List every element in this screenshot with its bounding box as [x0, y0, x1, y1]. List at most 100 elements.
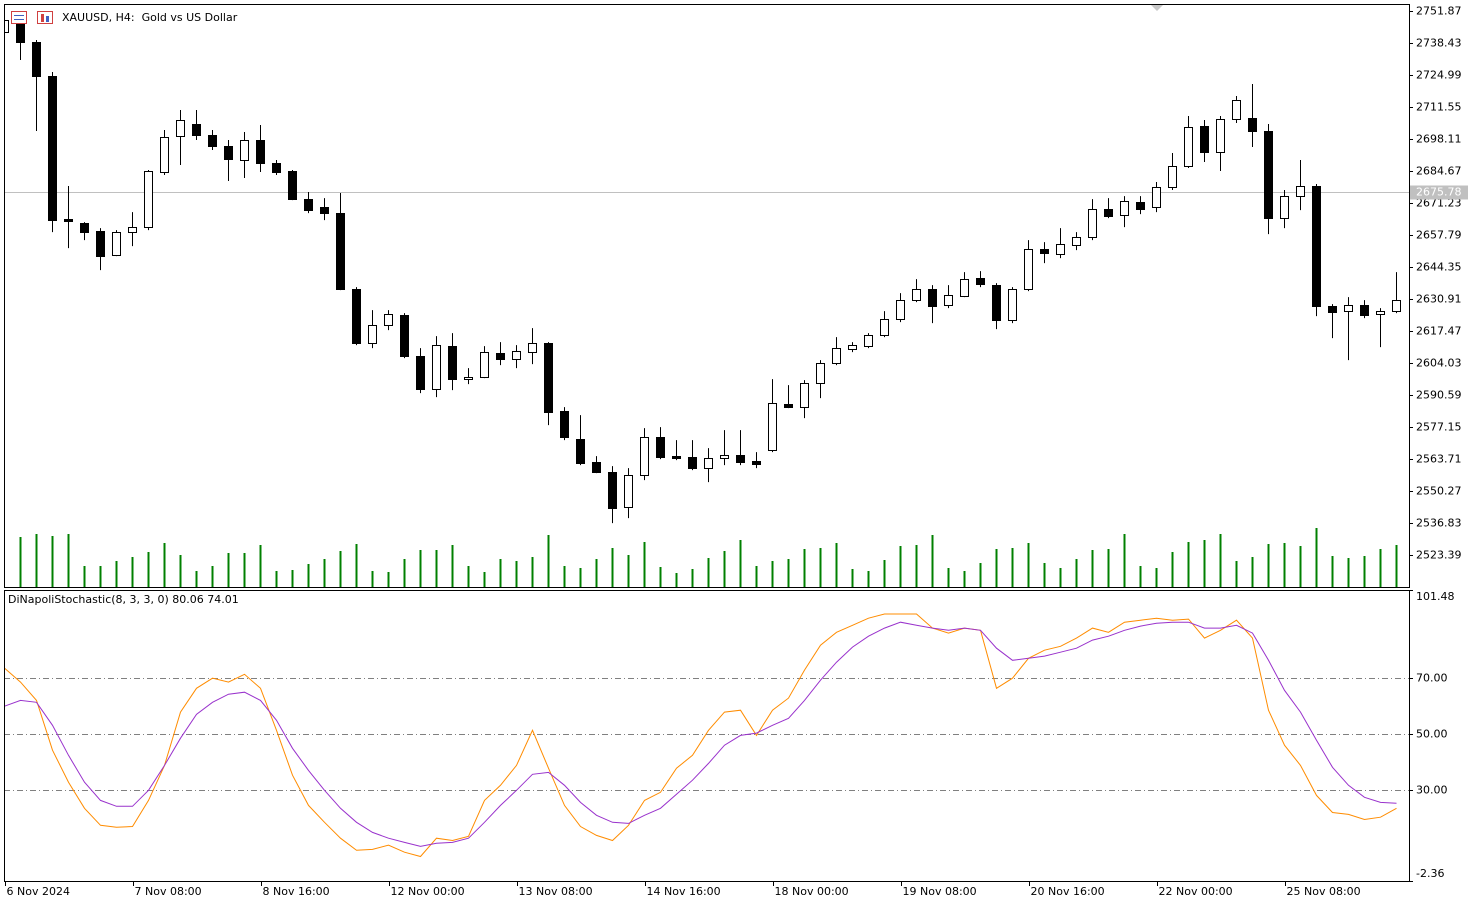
candle-body [1360, 305, 1369, 316]
y-tick-label: 2523.39 [1416, 549, 1462, 562]
y-tick-label: 70.00 [1416, 672, 1448, 685]
candle-body [288, 171, 297, 200]
icon-list [11, 11, 27, 24]
y-tick-label: 2684.67 [1416, 165, 1462, 178]
x-tick-label: 19 Nov 08:00 [903, 885, 977, 898]
candle-body [1264, 131, 1273, 219]
candle-body [1040, 249, 1049, 254]
candle-body [1392, 300, 1401, 312]
candle-body [112, 232, 121, 256]
candle-body [320, 207, 329, 214]
x-tick-label: 12 Nov 00:00 [391, 885, 465, 898]
symbol-icon [11, 11, 53, 24]
candle-body [1072, 237, 1081, 246]
indicator-line [4, 613, 1397, 858]
candle-body [1152, 187, 1161, 208]
candle-body [784, 404, 793, 408]
candle-body [1312, 186, 1321, 307]
price-pane [4, 12, 1409, 587]
x-tick-label: 22 Nov 00:00 [1159, 885, 1233, 898]
x-tick-label: 7 Nov 08:00 [135, 885, 202, 898]
y-tick-label: 50.00 [1416, 728, 1448, 741]
y-tick-label: 2711.55 [1416, 101, 1462, 114]
y-tick-label: 2577.15 [1416, 421, 1462, 434]
x-tick-label: 20 Nov 16:00 [1031, 885, 1105, 898]
y-tick-label: 2604.03 [1416, 357, 1462, 370]
candle-body [848, 345, 857, 350]
icon-chart [37, 11, 53, 24]
shift-marker [1151, 5, 1163, 11]
y-tick-label: 2590.59 [1416, 389, 1462, 402]
candle-body [224, 146, 233, 160]
candle-body [752, 461, 761, 465]
candle-body [192, 124, 201, 136]
candle-body [640, 437, 649, 476]
candle-body [144, 171, 153, 228]
candle-body [896, 300, 905, 320]
candle-body [720, 455, 729, 459]
candle-body [1104, 209, 1113, 217]
candle-body [816, 363, 825, 384]
candle-body [416, 356, 425, 390]
candle-body [592, 462, 601, 473]
candle-body [128, 227, 137, 233]
candle-body [688, 457, 697, 469]
candle-body [272, 163, 281, 173]
y-tick-label: 2550.27 [1416, 485, 1462, 498]
candle-body [1216, 119, 1225, 153]
y-tick-label: 101.48 [1416, 590, 1455, 603]
candle-body [64, 219, 73, 222]
candle-body [1088, 209, 1097, 238]
candle-body [368, 325, 377, 344]
candle-body [448, 346, 457, 380]
candle-body [464, 377, 473, 380]
candle-body [352, 289, 361, 344]
candle-body [1024, 249, 1033, 290]
candle-body [704, 458, 713, 469]
y-tick-label: -2.36 [1416, 867, 1444, 880]
candle-body [544, 343, 553, 413]
candle-body [480, 352, 489, 378]
x-tick-label: 25 Nov 08:00 [1287, 885, 1361, 898]
candle-body [608, 472, 617, 509]
candle-body [528, 343, 537, 353]
candle-body [48, 76, 57, 221]
indicator-pane-border [4, 590, 1410, 882]
last-price-label: 2675.78 [1416, 186, 1462, 199]
candle-body [656, 437, 665, 458]
candle-body [944, 295, 953, 306]
candle-body [1344, 305, 1353, 312]
candle-body [1296, 186, 1305, 197]
candle-body [864, 335, 873, 347]
y-tick-label: 2617.47 [1416, 325, 1462, 338]
candle-body [1120, 201, 1129, 216]
candle-body [800, 383, 809, 408]
candle-body [992, 285, 1001, 321]
y-tick-label: 2724.99 [1416, 69, 1462, 82]
candle-body [880, 319, 889, 336]
candle-body [976, 278, 985, 285]
candle-body [624, 475, 633, 508]
y-tick-label: 30.00 [1416, 784, 1448, 797]
y-tick-label: 2698.11 [1416, 133, 1462, 146]
candle-body [832, 348, 841, 364]
chart-title: XAUUSD, H4: Gold vs US Dollar [62, 11, 238, 24]
candle-body [80, 223, 89, 233]
candle-body [160, 137, 169, 173]
candle-body [1200, 126, 1209, 153]
candle-body [576, 439, 585, 464]
candle-body [1248, 118, 1257, 132]
y-tick-label: 2630.91 [1416, 293, 1462, 306]
last-price-box [1410, 185, 1468, 200]
candle-body [768, 403, 777, 451]
candle-body [432, 345, 441, 390]
candle-body [1184, 127, 1193, 167]
x-tick-label: 8 Nov 16:00 [263, 885, 330, 898]
x-tick-label: 18 Nov 00:00 [775, 885, 849, 898]
icon-bar [41, 14, 44, 22]
candle-body [256, 140, 265, 164]
candle-body [672, 456, 681, 459]
candle-body [912, 289, 921, 301]
